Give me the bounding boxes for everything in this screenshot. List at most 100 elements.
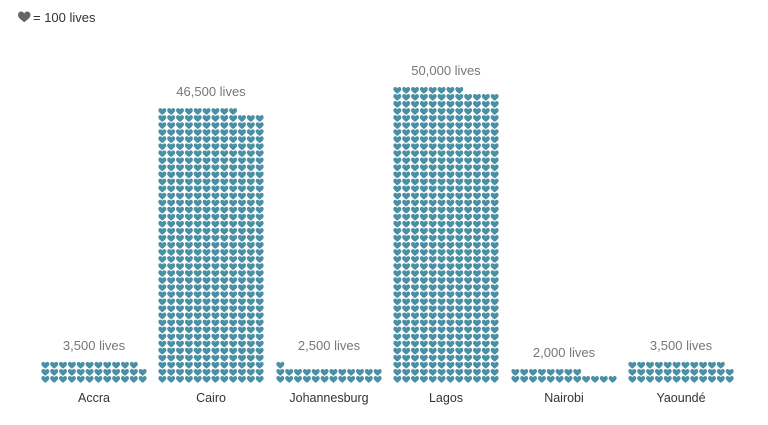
heart-icon — [112, 376, 121, 383]
heart-icon — [437, 206, 446, 214]
heart-icon — [176, 242, 185, 249]
heart-icon — [411, 256, 420, 264]
heart-icon — [176, 347, 185, 355]
heart-icon — [255, 298, 264, 306]
heart-icon — [184, 150, 193, 158]
heart-icon — [211, 347, 220, 355]
heart-icon — [211, 368, 220, 376]
heart-icon — [411, 115, 420, 123]
heart-icon — [411, 220, 420, 228]
heart-icon — [402, 94, 411, 101]
heart-icon — [411, 101, 420, 108]
heart-icon — [455, 150, 464, 158]
heart-icon — [184, 235, 193, 242]
heart-icon — [184, 298, 193, 306]
heart-icon — [229, 249, 238, 256]
heart-icon — [437, 284, 446, 292]
heart-icon — [158, 206, 167, 214]
heart-icon — [220, 150, 229, 158]
heart-icon — [490, 333, 499, 341]
heart-icon — [472, 263, 481, 271]
heart-icon — [690, 368, 699, 376]
heart-icon — [437, 122, 446, 130]
heart-icon — [663, 361, 672, 369]
heart-icon — [446, 143, 455, 151]
heart-icon — [167, 150, 176, 158]
heart-icon — [437, 249, 446, 256]
heart-icon — [402, 361, 411, 369]
heart-icon — [167, 256, 176, 264]
heart-icon — [193, 220, 202, 228]
heart-icon — [184, 249, 193, 256]
heart-icon — [437, 157, 446, 165]
heart-icon — [347, 376, 356, 383]
heart-icon — [455, 199, 464, 207]
heart-icon — [246, 319, 255, 327]
heart-icon — [419, 86, 428, 94]
column-accra: 3,500 lives Accra — [41, 338, 147, 405]
heart-icon — [437, 361, 446, 369]
heart-icon — [220, 298, 229, 306]
heart-icon — [158, 235, 167, 242]
heart-icon — [464, 185, 473, 193]
heart-icon — [446, 122, 455, 130]
heart-icon — [428, 354, 437, 362]
heart-icon — [428, 178, 437, 186]
heart-icon — [76, 361, 85, 369]
heart-icon — [437, 192, 446, 200]
heart-icon — [176, 333, 185, 341]
heart-icon — [229, 143, 238, 151]
city-columns: 3,500 lives Accra 46,500 lives Cairo 2,500 l… — [41, 63, 734, 405]
heart-icon — [246, 143, 255, 151]
heart-icon — [464, 284, 473, 292]
heart-icon — [246, 220, 255, 228]
heart-icon — [464, 291, 473, 299]
heart-icon — [464, 192, 473, 200]
heart-icon — [167, 143, 176, 151]
heart-icon — [428, 108, 437, 115]
heart-icon — [202, 319, 211, 327]
heart-icon — [419, 178, 428, 186]
heart-icon — [419, 305, 428, 313]
heart-icon — [455, 115, 464, 123]
heart-icon — [402, 376, 411, 383]
heart-icon — [167, 319, 176, 327]
heart-icon — [490, 101, 499, 108]
heart-icon — [246, 256, 255, 264]
heart-icon — [564, 376, 573, 383]
heart-icon — [41, 376, 50, 383]
heart-icon — [167, 157, 176, 165]
heart-icon — [255, 199, 264, 207]
heart-icon — [237, 361, 246, 369]
heart-icon — [402, 333, 411, 341]
heart-icon — [211, 129, 220, 137]
heart-icon — [229, 235, 238, 242]
heart-icon — [276, 368, 285, 376]
heart-icon — [437, 143, 446, 151]
heart-icon — [184, 115, 193, 123]
heart-icon — [246, 333, 255, 341]
heart-icon — [419, 376, 428, 383]
heart-icon — [481, 263, 490, 271]
heart-icon — [176, 157, 185, 165]
heart-icon — [176, 376, 185, 383]
heart-icon — [158, 136, 167, 144]
heart-icon — [455, 354, 464, 362]
heart-icon — [428, 312, 437, 320]
heart-icon — [229, 192, 238, 200]
heart-icon — [364, 368, 373, 376]
heart-icon — [411, 376, 420, 383]
heart-icon — [211, 157, 220, 165]
heart-icon — [419, 249, 428, 256]
heart-icon — [464, 312, 473, 320]
heart-icon — [237, 136, 246, 144]
heart-icon — [455, 220, 464, 228]
heart-icon — [193, 199, 202, 207]
heart-icon — [373, 368, 382, 376]
heart-icon — [472, 347, 481, 355]
heart-icon — [176, 249, 185, 256]
heart-icon — [220, 235, 229, 242]
heart-icon — [481, 333, 490, 341]
heart-icon — [176, 368, 185, 376]
heart-icon — [490, 171, 499, 179]
